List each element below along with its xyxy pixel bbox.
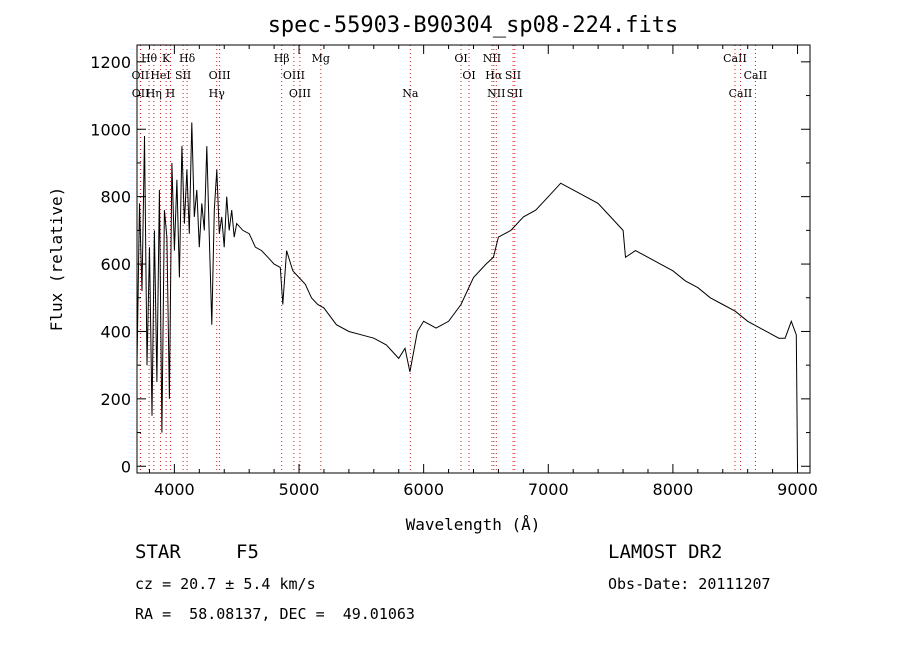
x-tick-label: 4000 — [154, 480, 195, 499]
spectral-line-label: CaII — [729, 87, 753, 100]
spectral-line-label: Mg — [312, 52, 330, 65]
spectral-line-label: OII — [132, 69, 150, 82]
chart-title: spec-55903-B90304_sp08-224.fits — [268, 13, 679, 38]
spectral-line-label: SII — [505, 69, 521, 82]
spectral-line-label: H — [166, 87, 176, 100]
x-tick-label: 6000 — [403, 480, 444, 499]
spectral-line-label: Hγ — [209, 87, 226, 100]
spectral-line-label: OII — [132, 87, 150, 100]
spectral-line-label: Hδ — [179, 52, 196, 65]
sky-coordinates: RA = 58.08137, DEC = 49.01063 — [135, 605, 415, 623]
y-tick-label: 1200 — [90, 53, 131, 72]
spectral-line-label: OIII — [209, 69, 231, 82]
spectral-line-label: Hα — [485, 69, 503, 82]
survey-name: LAMOST DR2 — [608, 541, 723, 563]
x-tick-label: 7000 — [528, 480, 569, 499]
y-tick-label: 400 — [100, 322, 131, 341]
spectral-line-label: K — [162, 52, 171, 65]
spectral-line-label: SII — [507, 87, 523, 100]
spectral-line-label: OIII — [289, 87, 311, 100]
y-tick-label: 600 — [100, 255, 131, 274]
y-tick-label: 0 — [121, 457, 131, 476]
object-class: STAR — [135, 541, 181, 563]
spectral-line-label: Hη — [146, 87, 162, 100]
x-axis-label: Wavelength (Å) — [406, 515, 541, 534]
spectral-line-label: CaII — [744, 69, 768, 82]
x-tick-label: 9000 — [777, 480, 818, 499]
redshift-velocity: cz = 20.7 ± 5.4 km/s — [135, 575, 316, 593]
y-tick-label: 800 — [100, 188, 131, 207]
object-subclass: F5 — [236, 541, 259, 563]
spectral-line-label: SII — [175, 69, 191, 82]
spectral-line-label: OI — [454, 52, 467, 65]
spectral-line-label: Na — [402, 87, 419, 100]
spectral-line-label: HeI — [150, 69, 170, 82]
y-tick-label: 1000 — [90, 120, 131, 139]
spectral-line-label: NII — [483, 52, 501, 65]
spectral-line-label: NII — [487, 87, 505, 100]
spectral-line-label: Hθ — [141, 52, 158, 65]
x-tick-label: 5000 — [279, 480, 320, 499]
x-tick-label: 8000 — [653, 480, 694, 499]
spectral-line-label: OIII — [283, 69, 305, 82]
observation-date: Obs-Date: 20111207 — [608, 575, 771, 593]
axes-layer: 4000 5000 6000 7000 8000 9000 0 200 400 600 800 100… — [90, 45, 818, 499]
y-axis-label: Flux (relative) — [47, 187, 66, 332]
y-tick-label: 200 — [100, 390, 131, 409]
spectrum-line — [136, 122, 798, 467]
spectral-line-label: CaII — [723, 52, 747, 65]
spectrum-data-layer — [136, 122, 798, 467]
spectral-line-label: Hβ — [274, 52, 290, 65]
plot-frame — [136, 44, 811, 474]
spectral-line-label: OI — [462, 69, 475, 82]
